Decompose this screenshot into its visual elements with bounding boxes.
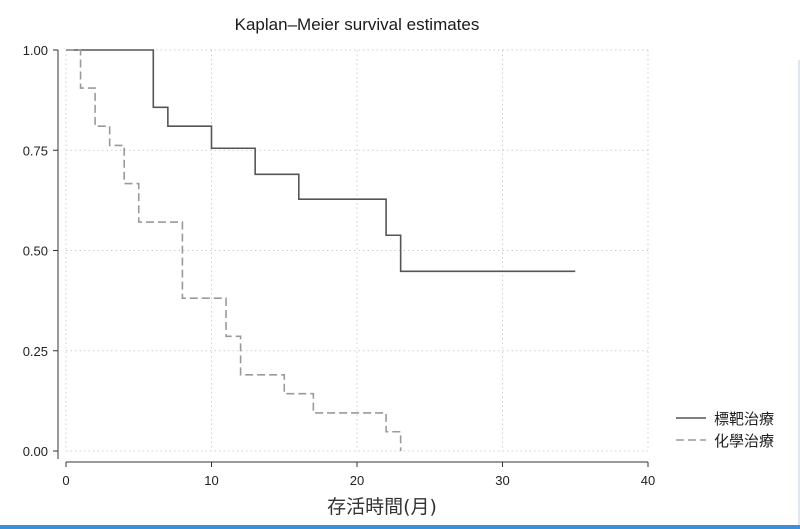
y-tick-label: 0.00 (23, 444, 48, 459)
x-tick-label: 40 (641, 473, 655, 488)
survival-curves (66, 49, 576, 451)
x-tick-label: 20 (350, 473, 364, 488)
axes: 0.00 0.25 0.50 0.75 1.00 0 10 20 30 40 (23, 43, 656, 488)
x-tick-label: 0 (62, 473, 69, 488)
x-tick-label: 10 (204, 473, 218, 488)
y-tick-label: 0.50 (23, 244, 48, 259)
y-tick-label: 0.25 (23, 344, 48, 359)
window-edge (798, 60, 800, 529)
grid-lines (65, 49, 649, 452)
y-tick-label: 0.75 (23, 143, 48, 158)
chart-title: Kaplan–Meier survival estimates (235, 15, 480, 34)
legend-label: 化學治療 (714, 432, 774, 450)
x-axis-label: 存活時間(月) (327, 496, 437, 518)
window-bottom-border (0, 525, 800, 529)
series-curve-1 (66, 49, 576, 273)
y-tick-label: 1.00 (23, 43, 48, 58)
legend-label: 標靶治療 (714, 410, 774, 428)
series-curve-2 (66, 49, 402, 451)
x-tick-label: 30 (495, 473, 509, 488)
